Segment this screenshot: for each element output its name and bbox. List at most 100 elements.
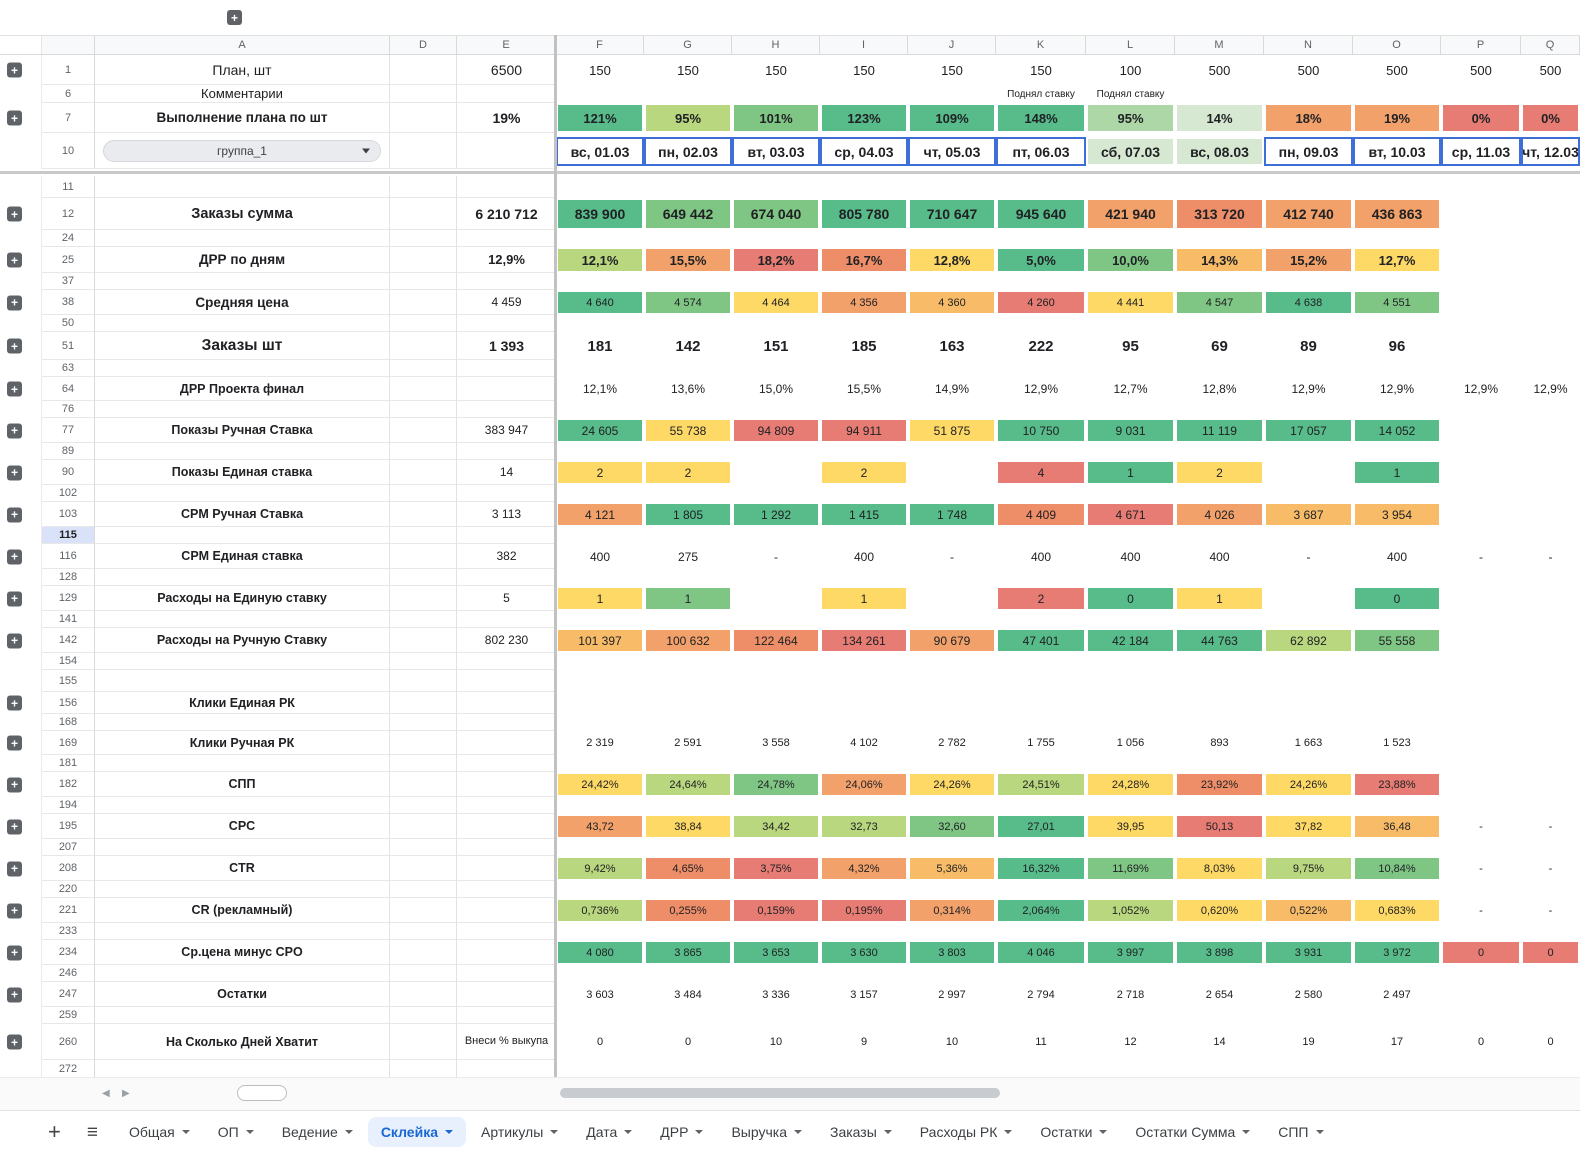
cell-N181[interactable] [1264,755,1353,772]
cell-P168[interactable] [1441,714,1521,731]
cell-J50[interactable] [908,315,996,332]
cell-Q37[interactable] [1521,273,1580,290]
cell-K221[interactable]: 2,064% [996,898,1086,923]
cell-G89[interactable] [644,443,732,460]
cell-F233[interactable] [556,923,644,940]
cell-E10[interactable] [457,133,556,169]
cell-I51[interactable]: 185 [820,332,908,360]
cell-I25[interactable]: 16,7% [820,247,908,273]
cell-O90[interactable]: 1 [1353,460,1441,485]
cell-E11[interactable] [457,176,556,198]
cell-M89[interactable] [1175,443,1264,460]
cell-D7[interactable] [390,103,457,133]
cell-F89[interactable] [556,443,644,460]
cell-A169[interactable]: Клики Ручная РК [95,731,390,755]
cell-D116[interactable] [390,544,457,569]
cell-E102[interactable] [457,485,556,502]
cell-P194[interactable] [1441,797,1521,814]
cell-P6[interactable] [1441,85,1521,103]
cell-M6[interactable] [1175,85,1264,103]
sheet-tab-8[interactable]: Выручка [718,1117,815,1147]
cell-J24[interactable] [908,230,996,247]
cell-L7[interactable]: 95% [1086,103,1175,133]
cell-J234[interactable]: 3 803 [908,940,996,965]
cell-A77[interactable]: Показы Ручная Ставка [95,418,390,443]
cell-D76[interactable] [390,401,457,418]
cell-P38[interactable] [1441,290,1521,315]
column-header-G[interactable]: G [644,36,732,54]
cell-G247[interactable]: 3 484 [644,982,732,1007]
sheet-tab-2[interactable]: ОП [205,1117,267,1147]
cell-N141[interactable] [1264,611,1353,628]
cell-A194[interactable] [95,797,390,814]
cell-F272[interactable] [556,1060,644,1078]
cell-K50[interactable] [996,315,1086,332]
cell-A63[interactable] [95,360,390,377]
cell-I259[interactable] [820,1007,908,1024]
cell-L25[interactable]: 10,0% [1086,247,1175,273]
cell-K25[interactable]: 5,0% [996,247,1086,273]
sheet-tab-7[interactable]: ДРР [647,1117,716,1147]
cell-N37[interactable] [1264,273,1353,290]
cell-A272[interactable] [95,1060,390,1078]
cell-D169[interactable] [390,731,457,755]
row-header-103[interactable]: 103 [42,502,95,527]
cell-F64[interactable]: 12,1% [556,377,644,401]
cell-E154[interactable] [457,653,556,670]
cell-O10[interactable]: вт, 10.03 [1353,137,1441,166]
cell-J194[interactable] [908,797,996,814]
cell-A7[interactable]: Выполнение плана по шт [95,103,390,133]
cell-K90[interactable]: 4 [996,460,1086,485]
cell-H76[interactable] [732,401,820,418]
cell-K11[interactable] [996,176,1086,198]
cell-Q260[interactable]: 0 [1521,1024,1580,1060]
cell-E64[interactable] [457,377,556,401]
row-header-51[interactable]: 51 [42,332,95,360]
column-header-F[interactable]: F [556,36,644,54]
cell-D12[interactable] [390,198,457,230]
cell-Q25[interactable] [1521,247,1580,273]
sheet-tab-3[interactable]: Ведение [269,1117,366,1147]
cell-M116[interactable]: 400 [1175,544,1264,569]
cell-E25[interactable]: 12,9% [457,247,556,273]
cell-E234[interactable] [457,940,556,965]
cell-Q156[interactable] [1521,692,1580,714]
cell-D129[interactable] [390,586,457,611]
cell-D195[interactable] [390,814,457,839]
cell-D77[interactable] [390,418,457,443]
cell-L102[interactable] [1086,485,1175,502]
cell-L181[interactable] [1086,755,1175,772]
row-group-expand-button[interactable]: + [7,206,22,222]
cell-K260[interactable]: 11 [996,1024,1086,1060]
cell-N129[interactable] [1264,586,1353,611]
cell-K7[interactable]: 148% [996,103,1086,133]
cell-H64[interactable]: 15,0% [732,377,820,401]
cell-N233[interactable] [1264,923,1353,940]
cell-H259[interactable] [732,1007,820,1024]
cell-A115[interactable] [95,527,390,544]
cell-I24[interactable] [820,230,908,247]
row-header-194[interactable]: 194 [42,797,95,814]
row-header-128[interactable]: 128 [42,569,95,586]
cell-E259[interactable] [457,1007,556,1024]
cell-Q194[interactable] [1521,797,1580,814]
cell-K77[interactable]: 10 750 [996,418,1086,443]
cell-M221[interactable]: 0,620% [1175,898,1264,923]
column-header-K[interactable]: K [996,36,1086,54]
cell-I195[interactable]: 32,73 [820,814,908,839]
cell-J6[interactable] [908,85,996,103]
cell-A221[interactable]: CR (рекламный) [95,898,390,923]
cell-N25[interactable]: 15,2% [1264,247,1353,273]
cell-N182[interactable]: 24,26% [1264,772,1353,797]
scroll-right-arrow-icon[interactable]: ▶ [122,1088,130,1099]
horizontal-scrollbar-track[interactable]: ◀ ▶ [0,1077,1580,1110]
cell-I129[interactable]: 1 [820,586,908,611]
cell-J102[interactable] [908,485,996,502]
cell-E194[interactable] [457,797,556,814]
row-group-expand-button[interactable]: + [7,423,22,438]
cell-A260[interactable]: На Сколько Дней Хватит [95,1024,390,1060]
cell-E89[interactable] [457,443,556,460]
cell-M156[interactable] [1175,692,1264,714]
cell-M233[interactable] [1175,923,1264,940]
cell-J11[interactable] [908,176,996,198]
